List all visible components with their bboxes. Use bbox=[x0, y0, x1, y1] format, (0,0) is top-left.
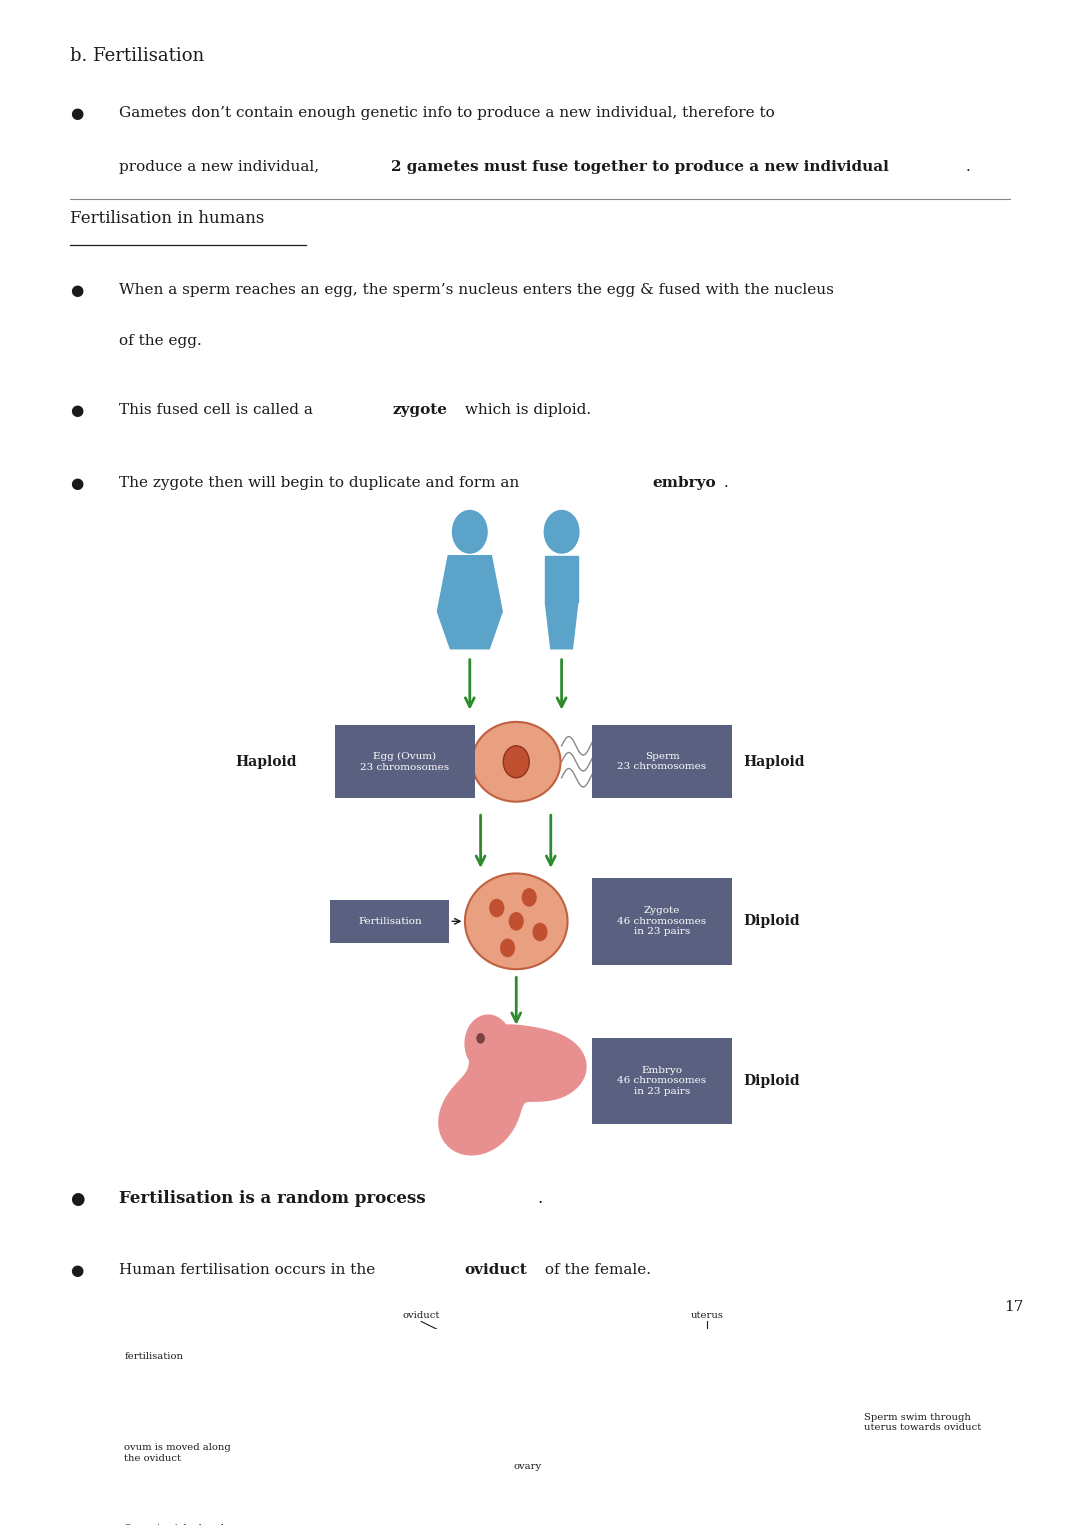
Text: Embryo
46 chromosomes
in 23 pairs: Embryo 46 chromosomes in 23 pairs bbox=[618, 1066, 706, 1096]
Text: Diploid: Diploid bbox=[743, 915, 799, 929]
Text: which is diploid.: which is diploid. bbox=[460, 403, 591, 416]
Text: Egg (Ovum)
23 chromosomes: Egg (Ovum) 23 chromosomes bbox=[361, 752, 449, 772]
Text: .: . bbox=[724, 476, 728, 490]
Text: 2 gametes must fuse together to produce a new individual: 2 gametes must fuse together to produce … bbox=[391, 160, 889, 174]
Ellipse shape bbox=[464, 874, 568, 970]
Text: Haploid: Haploid bbox=[743, 755, 805, 769]
Text: Zygote
46 chromosomes
in 23 pairs: Zygote 46 chromosomes in 23 pairs bbox=[618, 906, 706, 936]
Ellipse shape bbox=[260, 1435, 320, 1485]
Text: 17: 17 bbox=[1004, 1299, 1024, 1313]
Text: of the egg.: of the egg. bbox=[119, 334, 202, 348]
Circle shape bbox=[428, 1334, 454, 1366]
FancyBboxPatch shape bbox=[592, 1037, 732, 1124]
Text: uterus: uterus bbox=[691, 1312, 724, 1321]
Text: ovum is moved along
the oviduct: ovum is moved along the oviduct bbox=[124, 1443, 231, 1462]
Text: ovary: ovary bbox=[513, 1462, 541, 1472]
Polygon shape bbox=[438, 1025, 586, 1154]
Text: Fertilisation: Fertilisation bbox=[357, 917, 422, 926]
Text: ●: ● bbox=[70, 284, 83, 299]
Circle shape bbox=[532, 923, 548, 941]
Circle shape bbox=[453, 511, 487, 554]
Polygon shape bbox=[545, 602, 578, 648]
Circle shape bbox=[489, 898, 504, 918]
Circle shape bbox=[503, 746, 529, 778]
Text: of the female.: of the female. bbox=[540, 1263, 651, 1276]
Ellipse shape bbox=[472, 721, 561, 802]
Text: Fertilisation in humans: Fertilisation in humans bbox=[70, 210, 265, 227]
Polygon shape bbox=[437, 555, 502, 612]
Text: The zygote then will begin to duplicate and form an: The zygote then will begin to duplicate … bbox=[119, 476, 524, 490]
Text: oviduct: oviduct bbox=[464, 1263, 527, 1276]
Polygon shape bbox=[545, 555, 578, 602]
FancyBboxPatch shape bbox=[592, 878, 732, 964]
FancyBboxPatch shape bbox=[592, 726, 732, 799]
Circle shape bbox=[476, 1032, 485, 1043]
Circle shape bbox=[509, 912, 524, 930]
Text: produce a new individual,: produce a new individual, bbox=[119, 160, 324, 174]
FancyBboxPatch shape bbox=[335, 726, 475, 799]
Text: zygote: zygote bbox=[392, 403, 447, 416]
Text: oviduct: oviduct bbox=[403, 1312, 440, 1321]
Text: .: . bbox=[966, 160, 970, 174]
Text: Haploid: Haploid bbox=[235, 755, 297, 769]
Circle shape bbox=[500, 938, 515, 958]
Polygon shape bbox=[437, 612, 502, 648]
Text: .: . bbox=[538, 1190, 543, 1206]
Text: ●: ● bbox=[70, 1190, 84, 1208]
Circle shape bbox=[346, 1517, 367, 1525]
Text: This fused cell is called a: This fused cell is called a bbox=[119, 403, 318, 416]
Text: b. Fertilisation: b. Fertilisation bbox=[70, 47, 204, 64]
Circle shape bbox=[522, 888, 537, 907]
FancyBboxPatch shape bbox=[330, 900, 449, 942]
Text: Sperm swim through
uterus towards oviduct: Sperm swim through uterus towards oviduc… bbox=[864, 1412, 982, 1432]
Circle shape bbox=[464, 1014, 512, 1074]
Text: Diploid: Diploid bbox=[743, 1074, 799, 1087]
Circle shape bbox=[435, 1344, 446, 1357]
Text: Human fertilisation occurs in the: Human fertilisation occurs in the bbox=[119, 1263, 380, 1276]
Text: Gametes don’t contain enough genetic info to produce a new individual, therefore: Gametes don’t contain enough genetic inf… bbox=[119, 107, 774, 120]
Text: embryo: embryo bbox=[652, 476, 716, 490]
Text: When a sperm reaches an egg, the sperm’s nucleus enters the egg & fused with the: When a sperm reaches an egg, the sperm’s… bbox=[119, 284, 834, 297]
Text: Fertilisation is a random process: Fertilisation is a random process bbox=[119, 1190, 426, 1206]
Circle shape bbox=[544, 511, 579, 554]
Text: fertilisation: fertilisation bbox=[124, 1351, 184, 1360]
Text: ●: ● bbox=[70, 1263, 83, 1278]
Text: ●: ● bbox=[70, 403, 83, 418]
Text: ●: ● bbox=[70, 107, 83, 122]
Text: ●: ● bbox=[70, 476, 83, 491]
Text: Sperm
23 chromosomes: Sperm 23 chromosomes bbox=[618, 752, 706, 772]
